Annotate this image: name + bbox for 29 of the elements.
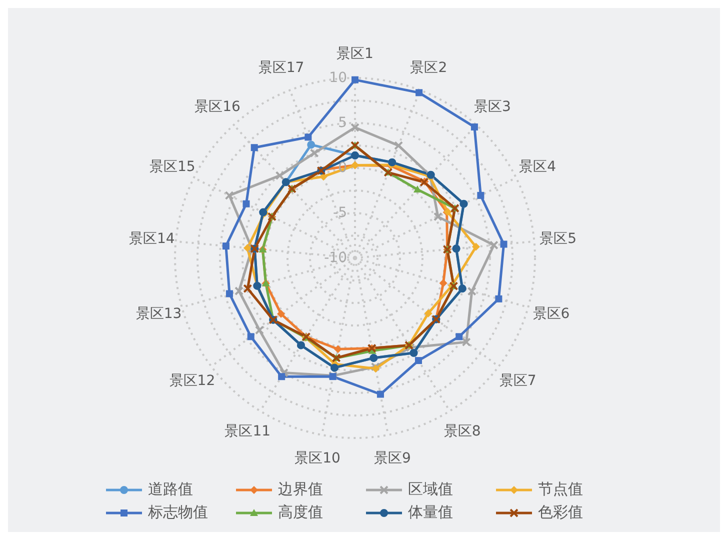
spoke-label: 景区1 [336, 46, 374, 62]
spoke-label: 景区3 [474, 99, 511, 116]
legend-label: 节点值 [538, 480, 583, 499]
spoke-label: 景区13 [136, 306, 182, 322]
legend-label: 体量值 [408, 503, 453, 522]
spoke-label: 景区2 [410, 60, 448, 76]
spoke-label: 景区16 [194, 99, 241, 116]
legend-label: 色彩值 [538, 503, 583, 522]
spoke-label: 景区14 [128, 231, 175, 248]
y-tick-label: -5 [333, 205, 347, 221]
legend-label: 边界值 [278, 480, 323, 499]
spoke-label: 景区5 [540, 231, 577, 248]
legend-label: 区域值 [408, 480, 453, 499]
y-tick-label: -10 [324, 250, 347, 266]
spoke-label: 景区17 [258, 60, 304, 76]
y-tick-label: 10 [329, 70, 347, 86]
spoke-label: 景区7 [499, 372, 536, 389]
y-tick-label: 5 [338, 115, 347, 131]
legend-label: 标志物值 [148, 503, 208, 522]
spoke-label: 景区9 [374, 450, 411, 467]
legend-label: 高度值 [278, 503, 323, 522]
spoke-label: 景区6 [532, 306, 570, 322]
spoke-label: 景区8 [444, 423, 481, 440]
spoke-label: 景区15 [149, 159, 196, 176]
spoke-label: 景区11 [224, 423, 271, 440]
spoke-label: 景区12 [169, 372, 216, 389]
spoke-label: 景区10 [294, 450, 340, 467]
legend-label: 道路值 [148, 480, 193, 499]
spoke-label: 景区4 [519, 159, 556, 176]
